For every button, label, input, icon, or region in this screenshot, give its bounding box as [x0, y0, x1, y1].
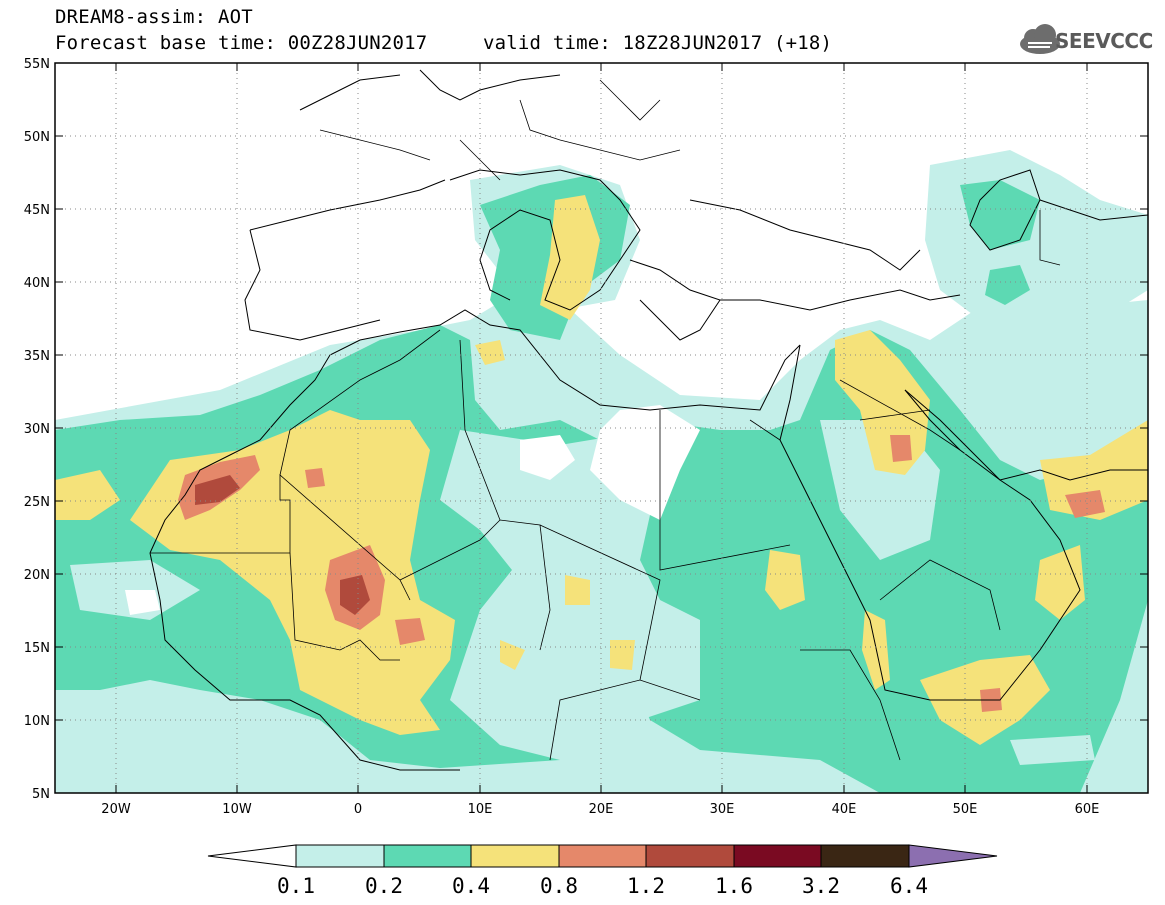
country-borders — [150, 79, 1061, 761]
colorbar-segment — [733, 844, 822, 868]
cloud-icon — [1020, 24, 1060, 54]
seevccc-logo-text: SEEVCCC — [1055, 29, 1153, 53]
lat-label: 25N — [24, 495, 50, 510]
colorbar-low-arrow — [207, 844, 297, 868]
colorbar-segment — [645, 844, 735, 868]
lat-label: 55N — [24, 57, 50, 72]
colorbar-segment — [558, 844, 647, 868]
valid-time: valid time: 18Z28JUN2017 (+18) — [483, 32, 833, 54]
map-title: DREAM8-assim: AOT — [55, 6, 253, 28]
colorbar-tick-label: 0.2 — [365, 874, 403, 898]
colorbar-segment — [470, 844, 560, 868]
lat-labels: 55N 50N 45N 40N 35N 30N 25N 20N 15N 10N … — [24, 57, 50, 802]
lat-label: 40N — [24, 276, 50, 291]
colorbar-tick-label: 0.1 — [277, 874, 315, 898]
forecast-base-time: Forecast base time: 00Z28JUN2017 — [55, 32, 428, 54]
lon-label: 40E — [832, 802, 857, 817]
graticule — [55, 63, 1148, 793]
lon-label: 0 — [354, 802, 362, 817]
colorbar-tick-label: 0.4 — [452, 874, 490, 898]
lon-labels: 20W 10W 0 10E 20E 30E 40E 50E 60E — [101, 802, 1099, 817]
lat-label: 15N — [24, 641, 50, 656]
lon-label: 30E — [710, 802, 735, 817]
colorbar-tick-label: 3.2 — [802, 874, 840, 898]
lon-label: 50E — [953, 802, 978, 817]
lat-label: 30N — [24, 422, 50, 437]
lon-label: 10E — [468, 802, 493, 817]
lat-label: 5N — [32, 787, 50, 802]
lon-label: 20E — [589, 802, 614, 817]
colorbar-tick-label: 6.4 — [890, 874, 928, 898]
colorbar-high-arrow — [908, 844, 998, 868]
coastlines — [149, 69, 1148, 771]
colorbar-tick-label: 1.2 — [627, 874, 665, 898]
colorbar-segment — [383, 844, 472, 868]
tick-marks — [55, 62, 1148, 794]
lat-label: 45N — [24, 203, 50, 218]
colorbar-tick-label: 1.6 — [715, 874, 753, 898]
lon-label: 10W — [222, 802, 252, 817]
lon-label: 60E — [1075, 802, 1100, 817]
colorbar-segment — [820, 844, 910, 868]
lat-label: 20N — [24, 568, 50, 583]
colorbar-segment — [295, 844, 385, 868]
lat-label: 35N — [24, 349, 50, 364]
colorbar: 0.1 0.2 0.4 0.8 1.2 1.6 3.2 6.4 — [207, 844, 998, 898]
lat-label: 10N — [24, 714, 50, 729]
lon-label: 20W — [101, 802, 131, 817]
lat-label: 50N — [24, 130, 50, 145]
colorbar-tick-label: 0.8 — [540, 874, 578, 898]
